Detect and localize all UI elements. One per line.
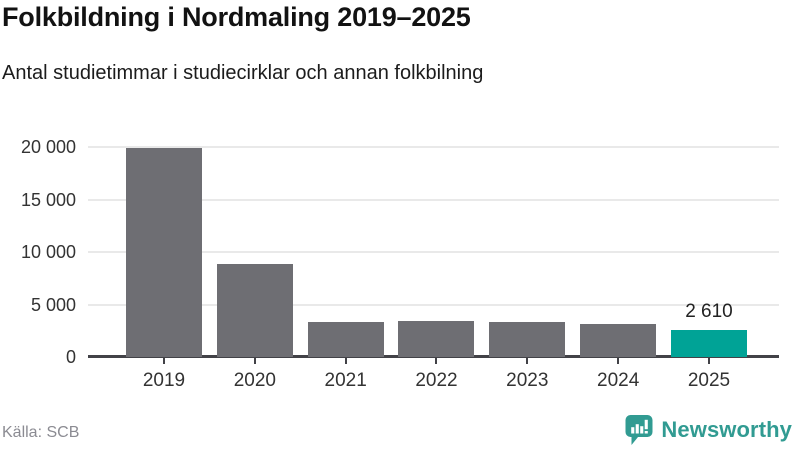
newsworthy-logo: Newsworthy — [624, 414, 792, 446]
bar-2021 — [307, 322, 384, 357]
chart-subtitle: Antal studietimmar i studiecirklar och a… — [2, 62, 484, 84]
gridline-5000 — [88, 303, 779, 306]
source-note: Källa: SCB — [2, 424, 80, 441]
value-label-2025: 2 610 — [685, 300, 733, 322]
gridline-20000 — [88, 146, 779, 148]
bar-chart-plot: 20 000 15 000 10 000 5 000 0 2019 2020 2021 2022… — [21, 137, 779, 391]
y-tick-label-10000: 10 000 — [20, 242, 76, 262]
x-tick-2024 — [617, 358, 620, 364]
x-tick-2020 — [253, 358, 256, 364]
gridline-15000 — [88, 198, 779, 201]
y-tick-label-20000: 20 000 — [20, 137, 76, 157]
bar-2020 — [216, 263, 293, 357]
x-label-2020: 2020 — [233, 370, 276, 391]
y-tick-label-0: 0 — [65, 347, 76, 367]
x-label-2019: 2019 — [142, 370, 186, 391]
x-label-2023: 2023 — [506, 370, 549, 391]
bar-2019 — [126, 148, 202, 357]
x-tick-2022 — [435, 358, 438, 364]
newsworthy-chart-bubble-icon — [624, 414, 654, 446]
x-label-2025: 2025 — [687, 370, 731, 391]
y-tick-label-15000: 15 000 — [20, 189, 76, 210]
bar-2024 — [580, 324, 657, 357]
x-tick-2025 — [707, 358, 710, 364]
newsworthy-wordmark: Newsworthy — [661, 417, 792, 442]
x-tick-2023 — [526, 358, 529, 364]
x-tick-2019 — [163, 358, 165, 364]
chart-title: Folkbildning i Nordmaling 2019–2025 — [2, 2, 471, 32]
x-label-2024: 2024 — [597, 370, 640, 391]
bar-2022 — [398, 321, 475, 357]
x-label-2021: 2021 — [324, 370, 367, 391]
bar-2023 — [489, 321, 566, 357]
x-label-2022: 2022 — [415, 370, 458, 391]
y-tick-label-5000: 5 000 — [30, 294, 76, 315]
gridline-10000 — [88, 251, 779, 253]
x-tick-2021 — [344, 358, 347, 364]
bar-2025 — [670, 329, 747, 357]
